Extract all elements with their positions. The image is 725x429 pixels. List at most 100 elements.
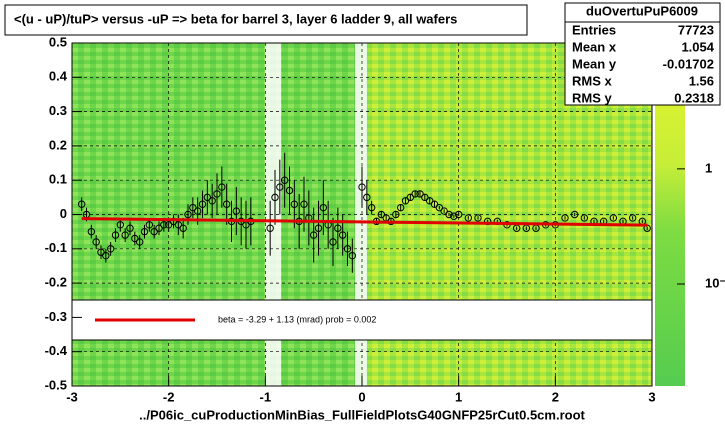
x-tick-label: -3 [66, 389, 78, 404]
data-point [184, 210, 192, 219]
stats-value: 0.2318 [674, 90, 714, 105]
data-point [131, 234, 139, 243]
data-point [309, 231, 318, 239]
stats-value: 1.054 [681, 39, 714, 54]
data-point [193, 207, 202, 215]
y-tick-label: 0.5 [49, 34, 67, 49]
data-point [570, 210, 579, 219]
data-point [164, 221, 173, 229]
data-point [406, 193, 415, 202]
y-tick-label: 0.1 [49, 172, 67, 187]
data-point [338, 231, 347, 239]
stats-value: 1.56 [689, 73, 714, 88]
data-point [150, 227, 158, 236]
y-tick-label: 0.3 [49, 103, 67, 118]
data-point [363, 193, 371, 202]
data-point [561, 214, 569, 222]
data-point [203, 193, 212, 202]
data-point [232, 207, 241, 215]
data-point [97, 248, 105, 256]
data-point [411, 190, 419, 198]
data-point [208, 197, 216, 205]
data-point [392, 210, 400, 219]
data-point [396, 203, 405, 212]
data-point [102, 251, 110, 260]
x-tick-label: 3 [648, 389, 655, 404]
data-point [266, 224, 274, 232]
data-point [440, 207, 448, 215]
data-point [198, 200, 207, 208]
data-point [464, 214, 473, 222]
x-tick-label: 0 [358, 389, 365, 404]
stats-name: Mean y [572, 56, 617, 71]
legend-label: beta = -3.29 + 1.13 (mrad) prob = 0.002 [218, 314, 376, 324]
data-point [290, 200, 299, 208]
data-point [628, 214, 637, 222]
data-point [135, 238, 144, 246]
y-tick-label: 0.4 [49, 69, 68, 84]
data-point [367, 203, 376, 212]
data-point [430, 200, 439, 208]
data-point [280, 176, 289, 184]
data-point [77, 200, 86, 208]
data-point [140, 227, 149, 236]
stats-box [564, 2, 721, 106]
data-point [285, 186, 294, 195]
stats-name: Entries [572, 22, 616, 37]
data-point [445, 210, 453, 219]
colorbar-tick-label: 1 [705, 160, 712, 175]
data-point [401, 197, 410, 205]
data-point [435, 203, 444, 212]
data-point [300, 200, 308, 208]
data-point [271, 193, 279, 202]
data-point [121, 231, 129, 239]
y-tick-label: -0.3 [45, 309, 67, 324]
y-tick-label: 0 [60, 206, 67, 221]
data-point [145, 221, 154, 229]
data-point [314, 224, 323, 232]
data-point [454, 210, 463, 219]
x-tick-label: -1 [260, 389, 272, 404]
title-box [4, 4, 528, 36]
y-tick-label: -0.4 [45, 343, 68, 358]
data-point [377, 210, 386, 219]
colorbar-tick-label: 10⁻¹ [705, 275, 725, 290]
data-point [348, 251, 357, 260]
data-point [334, 224, 342, 232]
stats-value: -0.01702 [663, 56, 714, 71]
stats-name: RMS x [572, 73, 613, 88]
data-point [213, 190, 221, 198]
data-point [580, 214, 589, 222]
data-point [155, 224, 163, 232]
data-point [421, 193, 429, 202]
x-tick-label: 2 [552, 389, 559, 404]
data-point [425, 197, 434, 205]
data-point [343, 245, 352, 253]
stats-title: duOvertuPuP6009 [586, 3, 698, 18]
data-point [416, 190, 424, 198]
data-point [126, 224, 134, 232]
chart-title: <(u - uP)/tuP> versus -uP => beta for ba… [14, 11, 457, 26]
y-tick-label: -0.1 [45, 240, 67, 255]
data-point [116, 221, 125, 229]
data-point [218, 183, 226, 191]
y-tick-label: 0.2 [49, 137, 67, 152]
stats-value: 77723 [678, 22, 714, 37]
data-point [87, 227, 96, 236]
data-point [474, 214, 482, 222]
data-point [609, 214, 618, 222]
data-point [319, 203, 328, 212]
data-point [179, 224, 187, 232]
fit-line [81, 217, 648, 227]
data-point [174, 221, 183, 229]
data-point [111, 231, 120, 239]
y-tick-label: -0.2 [45, 275, 67, 290]
stats-name: RMS y [572, 90, 613, 105]
data-point [169, 217, 178, 226]
x-tick-label: 1 [455, 389, 462, 404]
data-point [92, 238, 100, 246]
data-point [222, 200, 231, 208]
data-point [329, 238, 337, 246]
stats-name: Mean x [572, 39, 617, 54]
